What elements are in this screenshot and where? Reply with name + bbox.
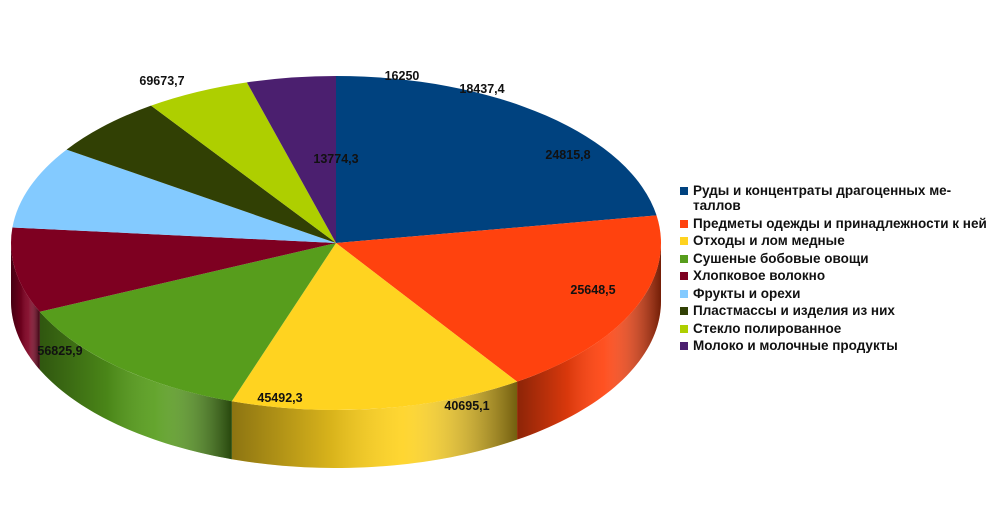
pie-slice — [151, 82, 336, 244]
pie-slice-side-shading — [39, 311, 232, 460]
pie-slice — [231, 243, 518, 411]
pie-data-labels: 69673,7 56825,9 45492,3 40695,1 25648,5 24815… — [37, 69, 615, 413]
data-label: 16250 — [385, 69, 420, 83]
legend-swatch — [680, 342, 688, 350]
pie-slice — [12, 149, 336, 243]
pie-slice — [336, 215, 662, 382]
legend-item: Фрукты и орехи — [680, 286, 996, 301]
legend-item: Руды и концентраты драгоценных ме-таллов — [680, 183, 996, 213]
chart-legend: Руды и концентраты драгоценных ме-таллов… — [680, 183, 996, 356]
legend-swatch — [680, 307, 688, 315]
legend-item: Хлопковое волокно — [680, 268, 996, 283]
pie-slice-side-shading — [517, 243, 661, 440]
pie-slice — [10, 227, 336, 312]
legend-label: Предметы одежды и принадлежности к ней — [693, 215, 987, 231]
pie-slice — [39, 243, 336, 402]
data-label: 69673,7 — [139, 74, 184, 88]
data-label: 25648,5 — [570, 283, 615, 297]
legend-swatch — [680, 219, 688, 228]
legend-swatch — [680, 324, 688, 333]
legend-item: Пластмассы и изделия из них — [680, 303, 996, 318]
pie-slice-side-shading — [11, 243, 40, 370]
legend-swatch — [680, 272, 688, 280]
legend-item: Отходы и лом медные — [680, 233, 996, 248]
data-label: 56825,9 — [37, 344, 82, 358]
data-label: 18437,4 — [459, 82, 504, 96]
legend-item: Молоко и молочные продукты — [680, 338, 996, 353]
data-label: 24815,8 — [545, 148, 590, 162]
legend-label: Отходы и лом медные — [693, 233, 845, 248]
legend-label: Пластмассы и изделия из них — [693, 303, 895, 318]
legend-item: Сушеные бобовые овощи — [680, 251, 996, 266]
legend-label: Сушеные бобовые овощи — [693, 250, 869, 266]
data-label: 13774,3 — [313, 152, 358, 166]
pie-slices — [10, 76, 662, 411]
legend-label: Стекло полированное — [693, 320, 842, 336]
legend-label: Руды и концентраты драгоценных ме-таллов — [693, 183, 952, 213]
legend-swatch — [680, 289, 688, 298]
legend-swatch — [680, 237, 688, 245]
legend-label: Фрукты и орехи — [693, 285, 801, 301]
pie-slice-side-shading — [231, 381, 518, 468]
legend-swatch — [680, 254, 688, 263]
pie-slice — [66, 105, 336, 244]
legend-label: Хлопковое волокно — [693, 268, 826, 283]
legend-item: Предметы одежды и принадлежности к ней — [680, 216, 996, 231]
pie-slice — [336, 76, 657, 243]
legend-swatch — [680, 187, 688, 195]
legend-label: Молоко и молочные продукты — [693, 338, 898, 353]
pie-side-walls — [11, 243, 661, 468]
legend-item: Стекло полированное — [680, 321, 996, 336]
data-label: 45492,3 — [257, 391, 302, 405]
pie-slice — [246, 76, 336, 243]
data-label: 40695,1 — [444, 399, 489, 413]
